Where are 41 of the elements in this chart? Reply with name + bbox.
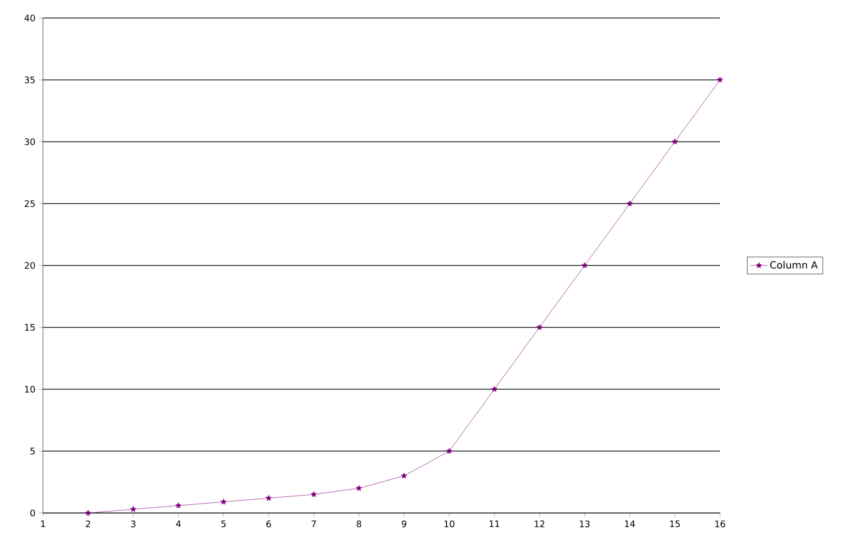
point (536, 324, 543, 330)
x-tick-label: 5 (221, 520, 226, 528)
point (175, 502, 182, 508)
point (310, 491, 317, 498)
point (491, 386, 498, 392)
point (716, 76, 724, 82)
x-tick-label: 13 (580, 520, 590, 528)
x-tick-label: 3 (131, 520, 136, 528)
y-tick-label: 40 (24, 14, 35, 22)
point (85, 510, 92, 516)
x-tick-label: 16 (715, 520, 726, 528)
point (401, 472, 408, 478)
y-tick-label: 25 (24, 200, 35, 208)
point (220, 498, 227, 504)
x-tick-label: 7 (312, 520, 316, 528)
x-tick-label: 1 (41, 520, 46, 528)
y-tick-label: 5 (30, 448, 35, 454)
y-tick-label: 20 (24, 262, 35, 269)
x-tick-label: 15 (670, 520, 680, 528)
y-tick-label: 35 (24, 76, 35, 84)
x-tick-label: 11 (490, 520, 500, 528)
x-tick-label: 4 (176, 520, 181, 528)
point (266, 494, 272, 501)
x-tick-label: 8 (356, 520, 362, 528)
y-tick-label: 0 (30, 510, 35, 516)
y-tick-label: 30 (24, 138, 35, 146)
x-tick-label: 14 (625, 520, 635, 528)
x-tick-label: 10 (444, 520, 454, 528)
x-tick-label: 9 (402, 520, 406, 528)
y-tick-label: 15 (25, 324, 35, 331)
x-tick-label: 2 (86, 520, 90, 528)
y-tick-label: 10 (25, 386, 35, 393)
point (582, 262, 588, 268)
point (130, 506, 136, 512)
point (356, 485, 362, 491)
point (446, 448, 452, 454)
x-tick-label: 6 (266, 520, 271, 528)
legend-label: Column A (770, 260, 818, 269)
point (672, 138, 678, 144)
x-tick-label: 12 (534, 520, 544, 528)
point (626, 200, 633, 206)
